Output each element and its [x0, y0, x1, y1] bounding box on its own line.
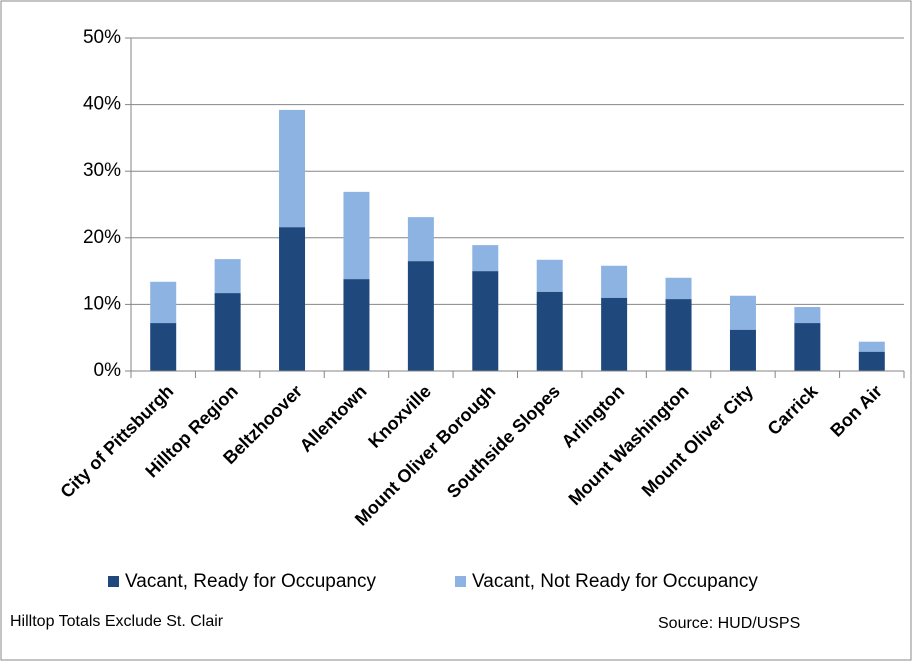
bar-segment	[343, 279, 370, 371]
legend-swatch	[108, 576, 119, 587]
bar-segment	[794, 307, 821, 324]
y-tick-label: 50%	[83, 27, 121, 48]
note: Hilltop Totals Exclude St. Clair	[10, 613, 224, 630]
y-tick-label: 0%	[94, 360, 122, 381]
bar-segment	[214, 293, 241, 371]
bar-segment	[729, 295, 756, 330]
bar-segment	[536, 259, 563, 292]
bar-segment	[601, 265, 628, 298]
bar-segment	[472, 271, 499, 371]
bar-segment	[858, 351, 885, 371]
bar-segment	[794, 323, 821, 371]
bar-segment	[665, 277, 692, 300]
bar-segment	[343, 191, 370, 280]
bar-segment	[150, 281, 177, 324]
bar-segment	[665, 299, 692, 371]
bar-segment	[407, 261, 434, 371]
y-tick-label: 40%	[83, 94, 121, 115]
bar-segment	[214, 259, 241, 294]
y-tick-label: 20%	[83, 227, 121, 248]
y-tick-label: 10%	[83, 293, 121, 314]
legend-swatch	[455, 576, 466, 587]
bar-segment	[472, 245, 499, 272]
legend-label: Vacant, Not Ready for Occupancy	[472, 571, 758, 592]
legend-label: Vacant, Ready for Occupancy	[125, 571, 376, 592]
source: Source: HUD/USPS	[658, 615, 800, 632]
bar-segment	[150, 323, 177, 371]
bar-segment	[729, 329, 756, 371]
bar-segment	[279, 227, 306, 371]
bar-segment	[601, 297, 628, 371]
bar-segment	[858, 341, 885, 352]
bar-segment	[536, 291, 563, 371]
bar-segment	[279, 109, 306, 228]
y-tick-label: 30%	[83, 160, 121, 181]
bar-segment	[407, 217, 434, 262]
